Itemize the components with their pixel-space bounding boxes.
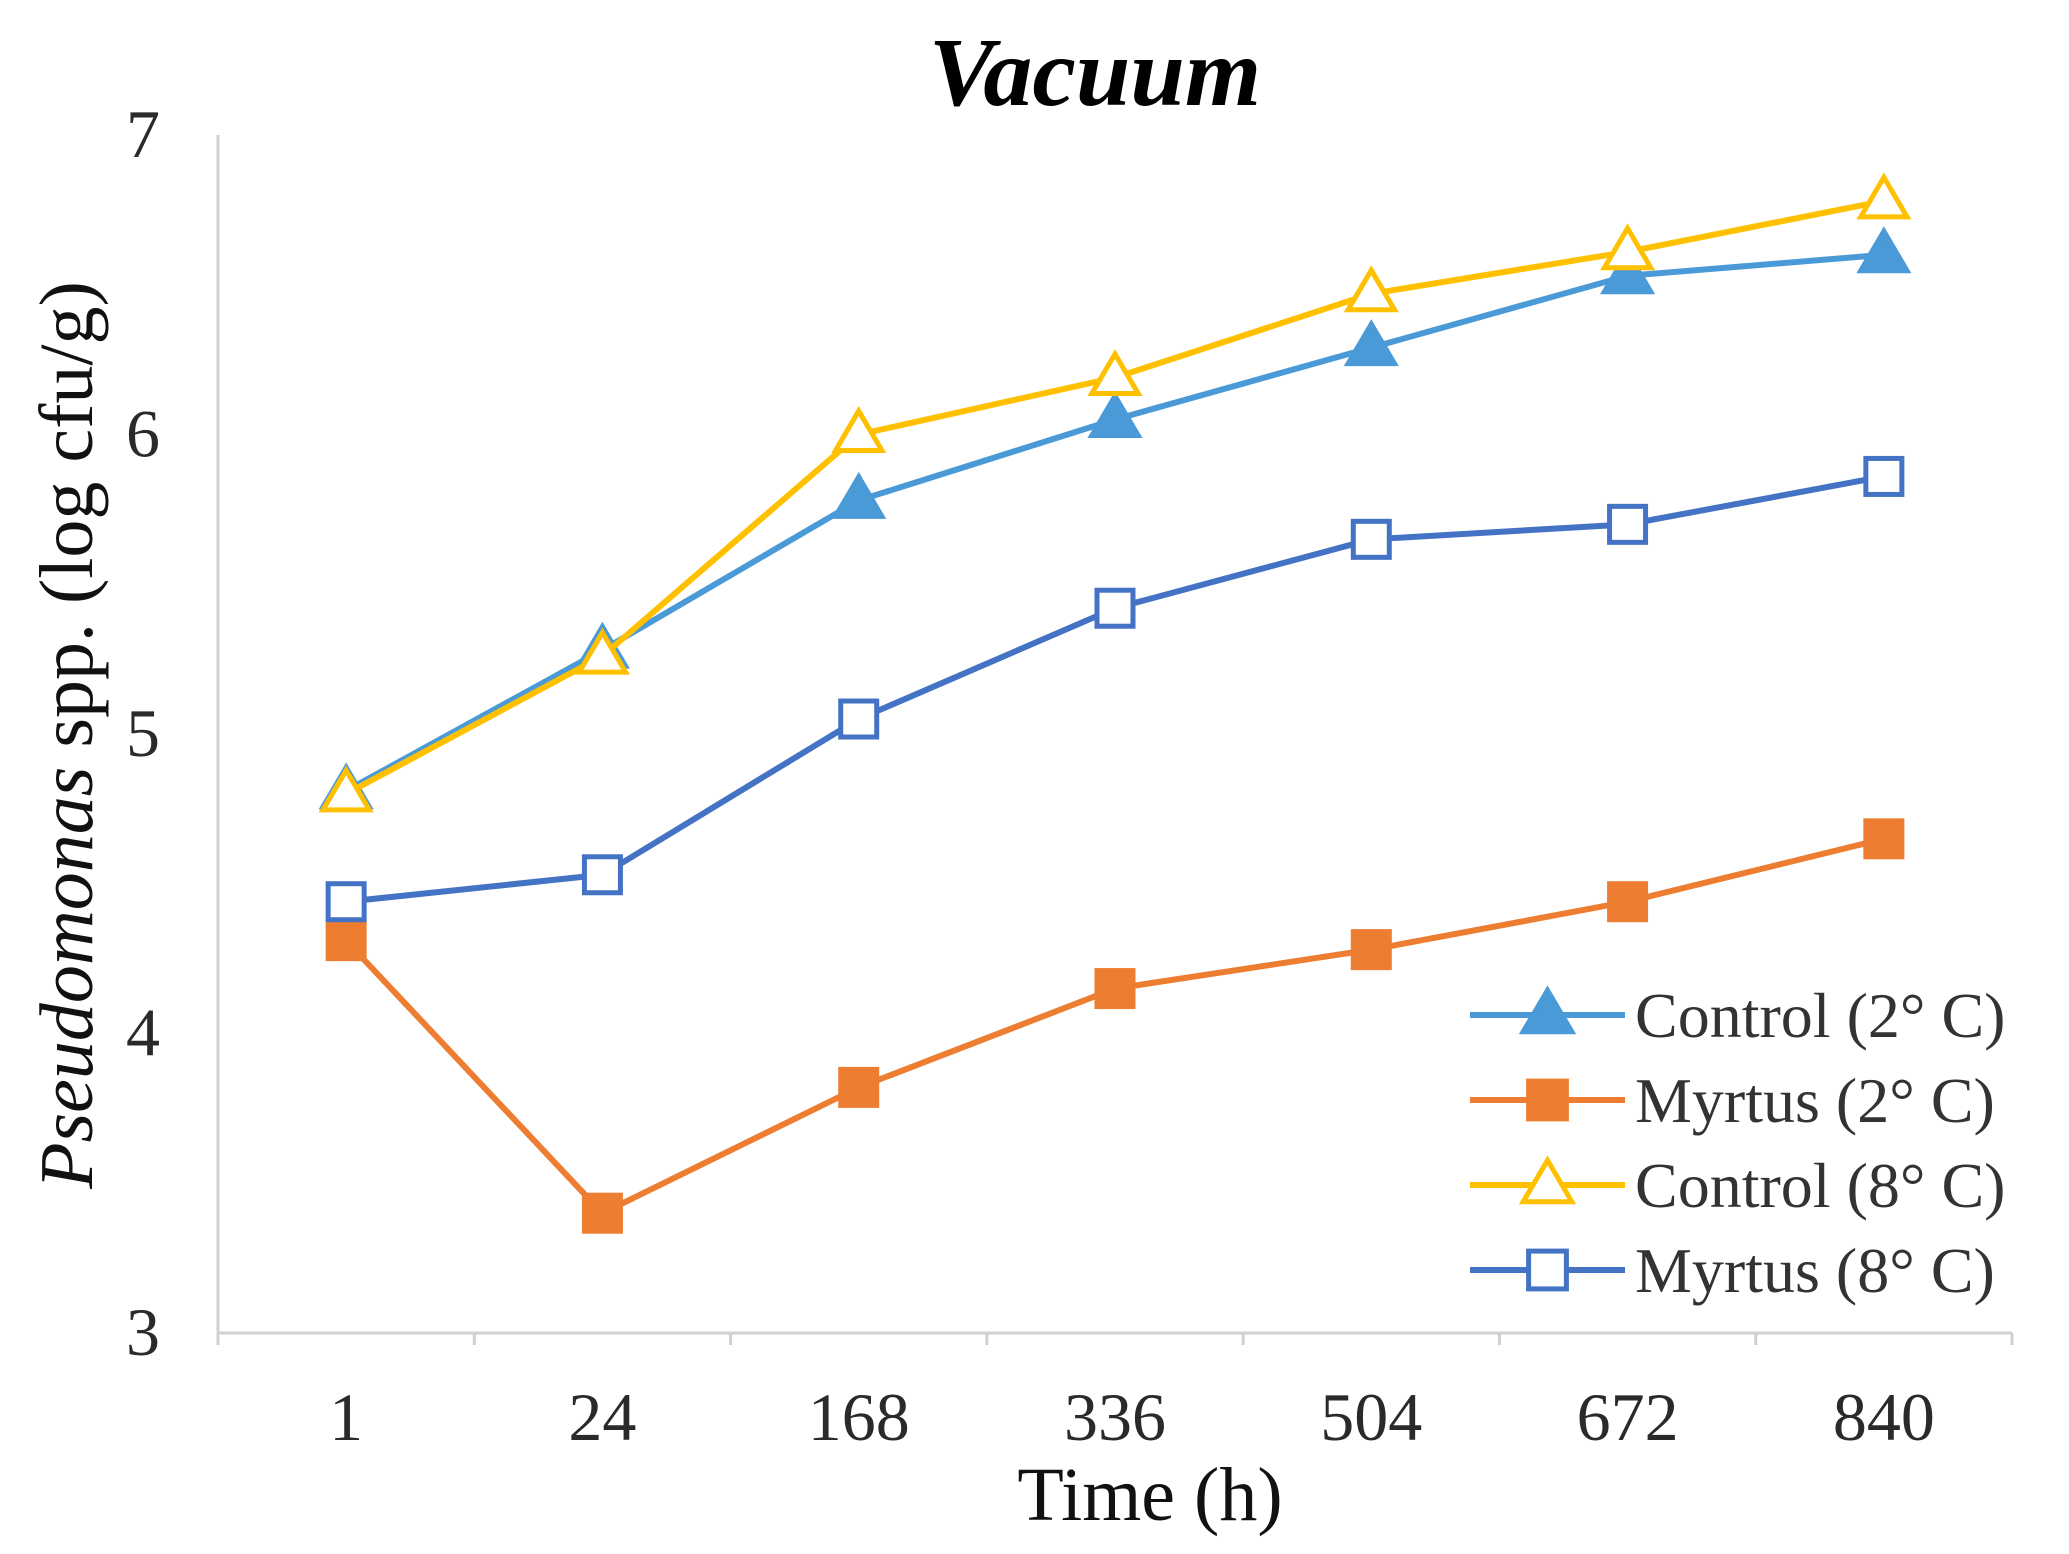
y-tick-labels: 3 4 5 6 7 <box>126 96 160 1370</box>
legend-item: Control (2° C) <box>1470 980 2005 1051</box>
x-tick-labels: 1 24 168 336 504 672 840 <box>329 1379 1935 1455</box>
legend: Control (2° C) Myrtus (2° C) Control (8° C… <box>1470 980 2005 1306</box>
legend-marker <box>1526 1078 1569 1122</box>
data-point <box>325 881 367 923</box>
legend-marker <box>1518 1155 1577 1205</box>
data-point <box>838 698 880 740</box>
axes <box>216 135 2012 1335</box>
x-tick-label: 336 <box>1064 1379 1166 1455</box>
y-tick-label: 3 <box>126 1294 160 1370</box>
data-point <box>1343 265 1399 313</box>
x-tick-marks <box>216 1333 2014 1345</box>
data-point <box>1856 172 1912 220</box>
x-tick-label: 504 <box>1320 1379 1422 1455</box>
data-point <box>1863 818 1905 860</box>
legend-label: Myrtus (2° C) <box>1635 1065 1995 1136</box>
data-point <box>1607 881 1649 923</box>
data-point <box>1607 503 1649 545</box>
x-axis-title: Time (h) <box>1017 1453 1282 1537</box>
data-point <box>1094 587 1136 629</box>
data-point <box>325 920 367 962</box>
series-myrtus-2-c <box>325 818 1905 1234</box>
data-point <box>1343 319 1399 367</box>
data-point <box>581 854 623 896</box>
y-tick-label: 5 <box>126 695 160 771</box>
series-layer <box>318 172 1912 1234</box>
data-point <box>1856 226 1912 274</box>
data-point <box>831 471 887 519</box>
legend-label: Control (8° C) <box>1635 1150 2005 1221</box>
legend-item: Control (8° C) <box>1470 1150 2005 1221</box>
x-tick-label: 24 <box>568 1379 636 1455</box>
y-axis-title-rest: spp. (log cfu/g) <box>25 281 109 766</box>
y-axis-title-italic: Pseudomonas <box>25 767 109 1190</box>
series-myrtus-8-c <box>325 455 1905 923</box>
y-tick-label: 6 <box>126 396 160 472</box>
legend-marker <box>1518 985 1577 1035</box>
data-point <box>1087 349 1143 397</box>
data-point <box>1863 455 1905 497</box>
data-point <box>1087 391 1143 438</box>
y-tick-label: 7 <box>126 96 160 172</box>
y-axis-title: Pseudomonas spp. (log cfu/g) <box>25 281 109 1190</box>
x-tick-label: 840 <box>1833 1379 1935 1455</box>
data-point <box>1350 929 1392 971</box>
series-control-8-c <box>318 172 1912 813</box>
data-point <box>1350 518 1392 560</box>
data-point <box>581 1192 623 1234</box>
chart-title: Vacuum <box>929 19 1261 127</box>
data-point <box>1600 223 1656 271</box>
data-point <box>1094 968 1136 1010</box>
y-tick-label: 4 <box>126 995 160 1071</box>
data-point <box>838 1066 880 1108</box>
legend-item: Myrtus (8° C) <box>1470 1235 1995 1306</box>
data-point <box>1600 247 1656 295</box>
data-point <box>831 406 887 453</box>
legend-label: Control (2° C) <box>1635 980 2005 1051</box>
legend-item: Myrtus (2° C) <box>1470 1065 1995 1136</box>
x-tick-label: 1 <box>329 1379 363 1455</box>
legend-label: Myrtus (8° C) <box>1635 1235 1995 1306</box>
legend-marker <box>1526 1248 1569 1292</box>
x-tick-label: 168 <box>808 1379 910 1455</box>
x-tick-label: 672 <box>1577 1379 1679 1455</box>
data-point <box>574 627 630 675</box>
data-point <box>318 765 374 813</box>
